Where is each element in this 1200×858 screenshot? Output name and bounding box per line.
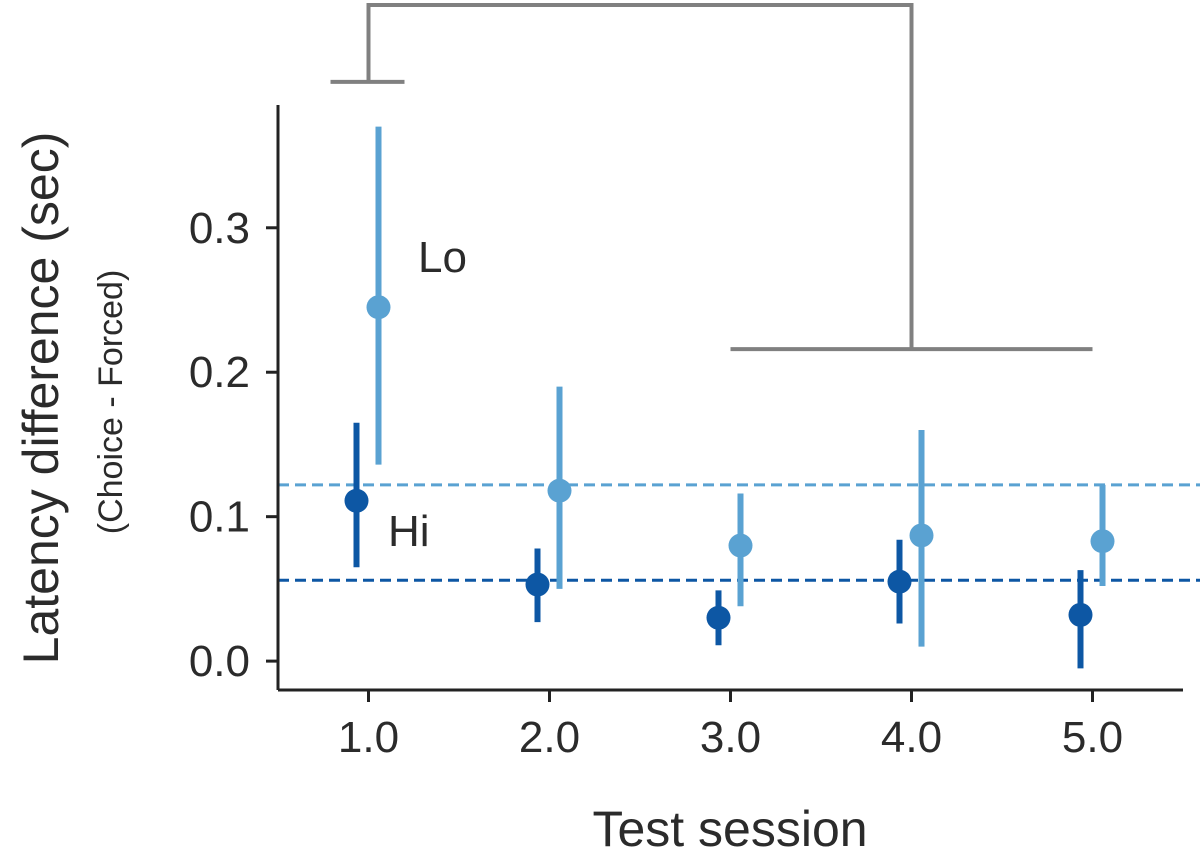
- ticks: 0.0 0.1 0.2 0.3 1.0 2.0 3.0 4.0 5.0: [189, 204, 1123, 762]
- x-axis-title: Test session: [592, 801, 867, 857]
- x-tick-label: 1.0: [338, 713, 399, 762]
- data-point-hi: [706, 605, 731, 630]
- bracket-connector: [366, 3, 914, 350]
- data-point-lo: [909, 523, 934, 548]
- comparison-bracket: [330, 3, 1093, 352]
- data-points: [344, 295, 1115, 630]
- data-point-lo: [728, 533, 753, 558]
- y-axis-subtitle: (Choice - Forced): [92, 270, 130, 535]
- data-point-lo: [1090, 529, 1115, 554]
- error-bars: [353, 126, 1106, 669]
- x-tick-label: 4.0: [881, 713, 942, 762]
- data-point-hi: [344, 488, 369, 513]
- x-tick-label: 3.0: [700, 713, 761, 762]
- data-point-hi: [1068, 602, 1093, 627]
- data-point-lo: [547, 478, 572, 503]
- series-label-lo: Lo: [418, 233, 467, 282]
- data-point-lo: [366, 295, 391, 320]
- x-tick-label: 5.0: [1062, 713, 1123, 762]
- series-label-hi: Hi: [388, 507, 430, 556]
- y-tick-label: 0.3: [189, 204, 250, 253]
- y-tick-label: 0.0: [189, 637, 250, 686]
- axes: [276, 105, 1183, 692]
- data-point-hi: [525, 572, 550, 597]
- data-point-hi: [887, 569, 912, 594]
- x-tick-label: 2.0: [519, 713, 580, 762]
- y-tick-label: 0.1: [189, 493, 250, 542]
- y-axis-title: Latency difference (sec): [13, 132, 69, 665]
- y-tick-label: 0.2: [189, 348, 250, 397]
